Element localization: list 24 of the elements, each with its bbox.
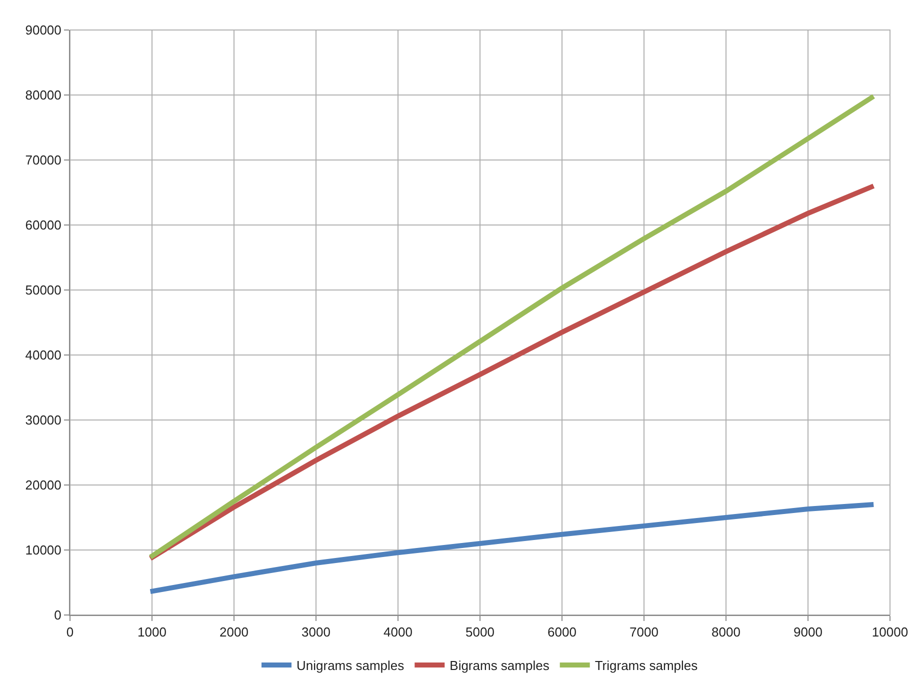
legend-label: Unigrams samples bbox=[296, 658, 405, 674]
legend-label: Bigrams samples bbox=[450, 658, 550, 674]
x-tick-label: 9000 bbox=[794, 624, 822, 640]
y-tick-label: 50000 bbox=[25, 282, 62, 298]
y-tick-label: 60000 bbox=[25, 218, 62, 233]
x-tick-label: 6000 bbox=[548, 624, 576, 640]
x-tick-label: 7000 bbox=[630, 624, 658, 640]
x-tick-label: 0 bbox=[66, 624, 74, 640]
y-tick-label: 20000 bbox=[25, 478, 62, 493]
legend-label: Trigrams samples bbox=[594, 658, 698, 674]
x-tick-label: 1000 bbox=[138, 624, 166, 640]
x-tick-label: 4000 bbox=[384, 624, 412, 640]
x-tick-label: 8000 bbox=[712, 624, 740, 640]
x-tick-label: 10000 bbox=[872, 624, 908, 640]
y-tick-label: 30000 bbox=[25, 412, 62, 428]
y-tick-label: 0 bbox=[54, 608, 62, 623]
x-tick-label: 2000 bbox=[220, 624, 248, 640]
y-tick-label: 80000 bbox=[25, 88, 62, 103]
y-tick-label: 70000 bbox=[25, 152, 62, 168]
x-tick-label: 5000 bbox=[466, 624, 494, 640]
x-tick-label: 3000 bbox=[302, 624, 330, 640]
y-tick-label: 90000 bbox=[25, 22, 62, 38]
y-tick-label: 10000 bbox=[25, 542, 62, 558]
y-tick-label: 40000 bbox=[25, 348, 62, 363]
